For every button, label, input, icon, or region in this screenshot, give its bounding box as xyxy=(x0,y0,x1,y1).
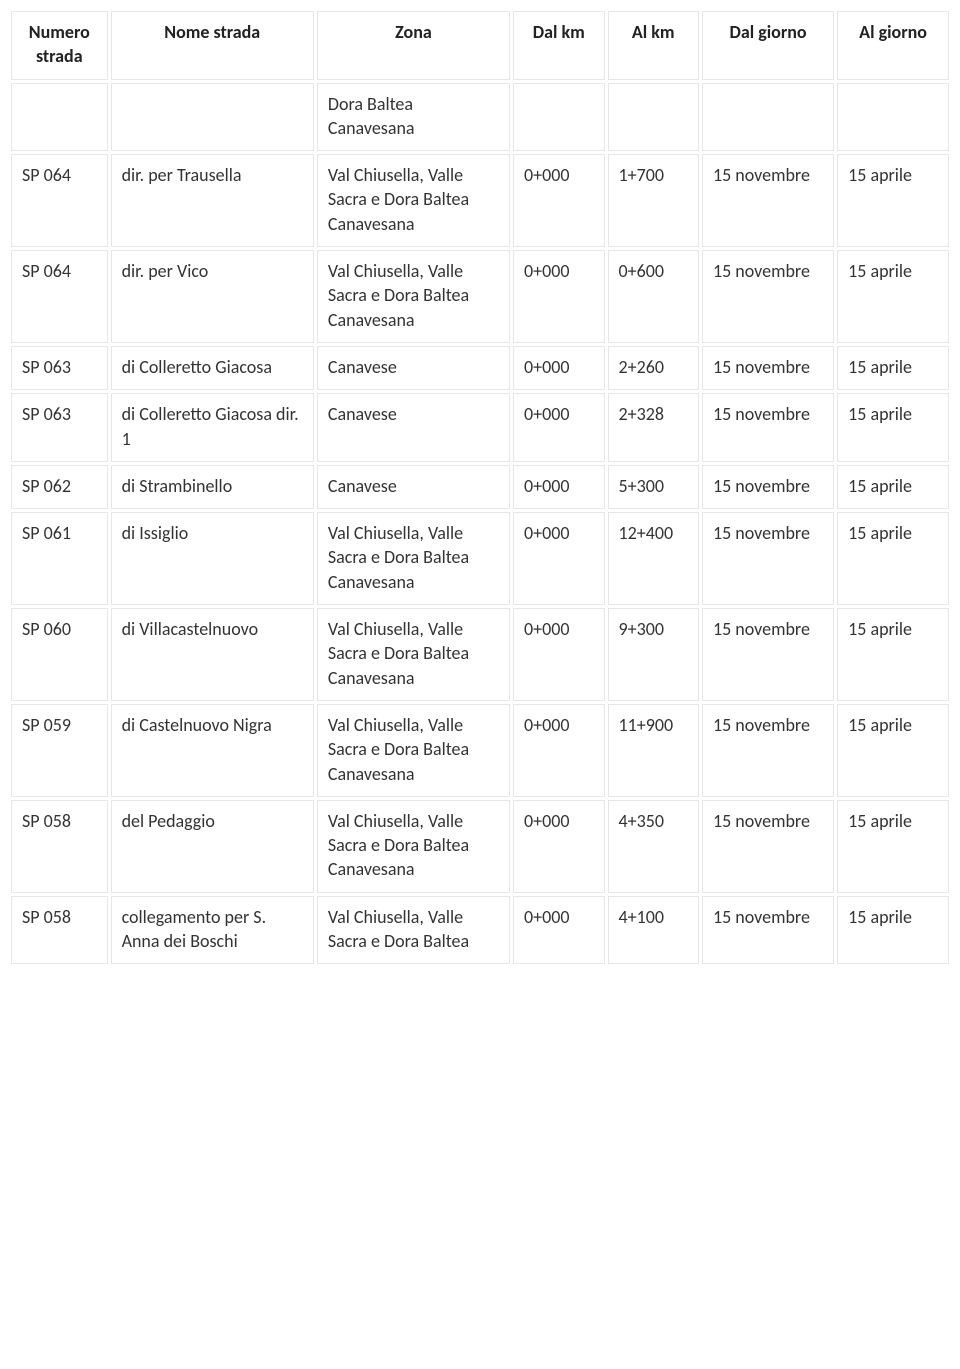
cell-zona: Val Chiusella, Valle Sacra e Dora Baltea… xyxy=(317,250,510,343)
cell-dal-km: 0+000 xyxy=(513,608,604,701)
cell-dal-giorno: 15 novembre xyxy=(702,250,834,343)
cell-dal-giorno: 15 novembre xyxy=(702,896,834,965)
cell-numero: SP 064 xyxy=(11,250,108,343)
cell-zona: Canavese xyxy=(317,465,510,509)
cell-zona: Val Chiusella, Valle Sacra e Dora Baltea… xyxy=(317,512,510,605)
cell-al-giorno: 15 aprile xyxy=(837,393,949,462)
cell-numero: SP 064 xyxy=(11,154,108,247)
cell-nome: di Colleretto Giacosa xyxy=(111,346,314,390)
table-row: SP 060 di Villacastelnuovo Val Chiusella… xyxy=(11,608,949,701)
cell-numero: SP 059 xyxy=(11,704,108,797)
table-header: Numero strada Nome strada Zona Dal km Al… xyxy=(11,11,949,80)
table-row: SP 064 dir. per Vico Val Chiusella, Vall… xyxy=(11,250,949,343)
cell-zona: Dora Baltea Canavesana xyxy=(317,83,510,152)
cell-dal-giorno: 15 novembre xyxy=(702,608,834,701)
cell-dal-giorno: 15 novembre xyxy=(702,465,834,509)
cell-al-km: 4+100 xyxy=(608,896,699,965)
cell-al-giorno: 15 aprile xyxy=(837,704,949,797)
cell-al-km: 12+400 xyxy=(608,512,699,605)
col-header-nome: Nome strada xyxy=(111,11,314,80)
cell-al-giorno: 15 aprile xyxy=(837,800,949,893)
cell-dal-km: 0+000 xyxy=(513,346,604,390)
cell-dal-km: 0+000 xyxy=(513,154,604,247)
col-header-dal-giorno: Dal giorno xyxy=(702,11,834,80)
cell-dal-giorno: 15 novembre xyxy=(702,393,834,462)
cell-numero: SP 063 xyxy=(11,393,108,462)
cell-dal-giorno: 15 novembre xyxy=(702,154,834,247)
cell-al-km: 2+260 xyxy=(608,346,699,390)
table-row: SP 063 di Colleretto Giacosa Canavese 0+… xyxy=(11,346,949,390)
cell-nome xyxy=(111,83,314,152)
table-row: SP 058 del Pedaggio Val Chiusella, Valle… xyxy=(11,800,949,893)
cell-numero: SP 062 xyxy=(11,465,108,509)
cell-nome: di Castelnuovo Nigra xyxy=(111,704,314,797)
cell-dal-km: 0+000 xyxy=(513,896,604,965)
table-row: SP 058 collegamento per S. Anna dei Bosc… xyxy=(11,896,949,965)
cell-dal-km: 0+000 xyxy=(513,800,604,893)
cell-al-giorno xyxy=(837,83,949,152)
table-row: SP 064 dir. per Trausella Val Chiusella,… xyxy=(11,154,949,247)
cell-al-km: 1+700 xyxy=(608,154,699,247)
cell-al-km: 4+350 xyxy=(608,800,699,893)
cell-al-giorno: 15 aprile xyxy=(837,250,949,343)
cell-numero: SP 060 xyxy=(11,608,108,701)
table-row: SP 061 di Issiglio Val Chiusella, Valle … xyxy=(11,512,949,605)
cell-nome: di Colleretto Giacosa dir. 1 xyxy=(111,393,314,462)
cell-numero: SP 063 xyxy=(11,346,108,390)
roads-table: Numero strada Nome strada Zona Dal km Al… xyxy=(8,8,952,967)
cell-dal-km: 0+000 xyxy=(513,465,604,509)
cell-dal-giorno: 15 novembre xyxy=(702,800,834,893)
cell-zona: Val Chiusella, Valle Sacra e Dora Baltea… xyxy=(317,704,510,797)
table-row: Dora Baltea Canavesana xyxy=(11,83,949,152)
cell-nome: dir. per Trausella xyxy=(111,154,314,247)
table-row: SP 059 di Castelnuovo Nigra Val Chiusell… xyxy=(11,704,949,797)
col-header-zona: Zona xyxy=(317,11,510,80)
cell-numero xyxy=(11,83,108,152)
col-header-dal-km: Dal km xyxy=(513,11,604,80)
col-header-al-giorno: Al giorno xyxy=(837,11,949,80)
cell-zona: Val Chiusella, Valle Sacra e Dora Baltea… xyxy=(317,154,510,247)
cell-nome: di Villacastelnuovo xyxy=(111,608,314,701)
cell-al-giorno: 15 aprile xyxy=(837,465,949,509)
cell-al-giorno: 15 aprile xyxy=(837,608,949,701)
cell-al-giorno: 15 aprile xyxy=(837,512,949,605)
cell-al-km: 5+300 xyxy=(608,465,699,509)
cell-numero: SP 058 xyxy=(11,896,108,965)
col-header-al-km: Al km xyxy=(608,11,699,80)
cell-nome: collegamento per S. Anna dei Boschi xyxy=(111,896,314,965)
table-body: Dora Baltea Canavesana SP 064 dir. per T… xyxy=(11,83,949,965)
table-row: SP 063 di Colleretto Giacosa dir. 1 Cana… xyxy=(11,393,949,462)
cell-zona: Val Chiusella, Valle Sacra e Dora Baltea… xyxy=(317,800,510,893)
cell-zona: Val Chiusella, Valle Sacra e Dora Baltea xyxy=(317,896,510,965)
cell-zona: Val Chiusella, Valle Sacra e Dora Baltea… xyxy=(317,608,510,701)
cell-al-km: 0+600 xyxy=(608,250,699,343)
cell-al-giorno: 15 aprile xyxy=(837,154,949,247)
cell-nome: dir. per Vico xyxy=(111,250,314,343)
col-header-numero: Numero strada xyxy=(11,11,108,80)
cell-al-km xyxy=(608,83,699,152)
cell-numero: SP 061 xyxy=(11,512,108,605)
cell-dal-km: 0+000 xyxy=(513,393,604,462)
cell-al-km: 9+300 xyxy=(608,608,699,701)
cell-dal-km: 0+000 xyxy=(513,704,604,797)
cell-dal-giorno xyxy=(702,83,834,152)
cell-nome: di Strambinello xyxy=(111,465,314,509)
cell-nome: di Issiglio xyxy=(111,512,314,605)
cell-al-km: 2+328 xyxy=(608,393,699,462)
cell-al-giorno: 15 aprile xyxy=(837,346,949,390)
cell-dal-km: 0+000 xyxy=(513,250,604,343)
cell-dal-giorno: 15 novembre xyxy=(702,346,834,390)
cell-al-giorno: 15 aprile xyxy=(837,896,949,965)
cell-numero: SP 058 xyxy=(11,800,108,893)
cell-dal-giorno: 15 novembre xyxy=(702,512,834,605)
cell-dal-km: 0+000 xyxy=(513,512,604,605)
cell-al-km: 11+900 xyxy=(608,704,699,797)
cell-zona: Canavese xyxy=(317,393,510,462)
cell-dal-giorno: 15 novembre xyxy=(702,704,834,797)
table-row: SP 062 di Strambinello Canavese 0+000 5+… xyxy=(11,465,949,509)
cell-zona: Canavese xyxy=(317,346,510,390)
cell-nome: del Pedaggio xyxy=(111,800,314,893)
cell-dal-km xyxy=(513,83,604,152)
